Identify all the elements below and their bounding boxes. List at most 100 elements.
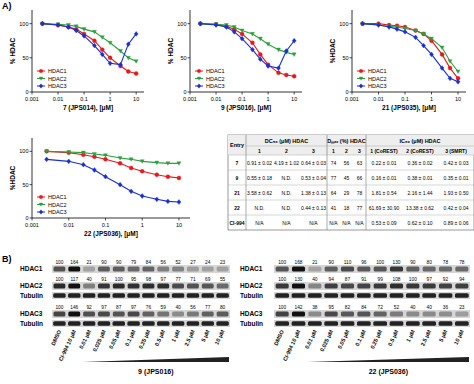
- blot-row-label: Tubulin: [20, 292, 43, 299]
- data-point: [92, 168, 96, 173]
- band-value: 87: [345, 277, 351, 282]
- table-subheader: 3 (SMRT): [445, 148, 467, 154]
- table-cell: 1.93 ± 0.50: [444, 190, 469, 196]
- data-point: [448, 76, 452, 81]
- band-value: 168: [294, 260, 302, 265]
- table-cell: 3.58 ± 0.62: [247, 190, 272, 196]
- x-tick-label: 10: [455, 96, 461, 102]
- data-point: [361, 21, 365, 26]
- dose-triangle: [308, 357, 469, 362]
- data-point: [140, 160, 144, 164]
- x-tick-label: 0.001: [25, 96, 39, 102]
- data-point: [155, 161, 159, 165]
- lane-label: 10 μM: [213, 329, 225, 346]
- data-point: [82, 34, 86, 39]
- data-point: [292, 38, 296, 43]
- data-point: [118, 62, 122, 67]
- data-point: [250, 32, 254, 36]
- lane-label: 0.1 μM: [124, 329, 137, 347]
- data-point: [240, 36, 244, 41]
- blot-band: [98, 284, 110, 289]
- data-point: [422, 32, 426, 36]
- lane-label: 0.025 μM: [92, 329, 107, 353]
- band-value: 130: [294, 277, 302, 282]
- band-value: 52: [394, 305, 400, 310]
- table-rule: [228, 155, 474, 156]
- series-line: [363, 24, 458, 72]
- data-point: [45, 150, 49, 154]
- band-value: 59: [161, 305, 167, 310]
- tubulin-band: [157, 321, 169, 326]
- blot-band: [357, 312, 370, 317]
- x-tick: [178, 218, 179, 221]
- blot-band: [83, 284, 95, 289]
- lane-label: 0.01 μM: [304, 329, 318, 350]
- table-cell: 56: [344, 160, 350, 166]
- blot-strip: [274, 265, 470, 273]
- lane-label: 0.05 μM: [336, 329, 350, 350]
- x-tick-label: 0.1: [80, 96, 88, 102]
- band-value: 80: [220, 305, 226, 310]
- band-value: 84: [361, 305, 367, 310]
- y-axis-label: %HDAC: [9, 165, 16, 190]
- data-point: [250, 47, 254, 52]
- plot-area: [40, 21, 138, 75]
- table-subheader: 2: [345, 148, 348, 154]
- x-tick: [294, 92, 295, 95]
- table-cell: 29: [344, 190, 350, 196]
- blot-band: [308, 267, 321, 272]
- lane-label: DMSO: [273, 328, 286, 346]
- table-cell: 0.62 ± 0.10: [408, 220, 433, 226]
- lane-label: 1 μM: [405, 329, 416, 343]
- x-tick-label: 0.01: [373, 96, 384, 102]
- data-point: [103, 174, 107, 179]
- blot-row-label: HDAC2: [240, 282, 263, 289]
- table-cell: 0.53 ± 0.09: [372, 220, 397, 226]
- band-value: 78: [459, 260, 465, 265]
- x-tick-label: 1: [109, 96, 112, 102]
- table-cell: N/A: [309, 220, 318, 226]
- legend-marker: [359, 84, 363, 88]
- table-cell: 4.19 ± 1.02: [274, 160, 299, 166]
- blot-band: [68, 312, 80, 317]
- blot-strip: [274, 310, 470, 318]
- blot-band: [53, 267, 65, 272]
- table-cell: 13.38 ± 0.62: [406, 205, 434, 211]
- y-tick-label: 100: [19, 21, 28, 27]
- x-tick: [405, 92, 406, 95]
- data-point: [232, 25, 236, 29]
- band-value: 77: [175, 277, 181, 282]
- tubulin-band: [172, 321, 184, 326]
- tubulin-band: [341, 293, 355, 298]
- band-value: 78: [443, 260, 449, 265]
- tubulin-band: [98, 293, 110, 298]
- legend-label: HDAC2: [206, 76, 225, 82]
- blot-band: [406, 284, 419, 289]
- tubulin-band: [202, 321, 214, 326]
- x-axis: [352, 92, 466, 93]
- blot-band: [142, 267, 154, 272]
- legend-label: HDAC2: [368, 76, 387, 82]
- y-tick-label: 100: [177, 21, 186, 27]
- data-point: [100, 36, 104, 40]
- lane-label: 0.1 μM: [354, 329, 367, 347]
- x-tick: [68, 218, 69, 221]
- blot-band: [202, 312, 214, 317]
- legend-label: HDAC1: [48, 68, 67, 74]
- x-tick: [190, 92, 191, 95]
- blot-band: [325, 284, 338, 289]
- table-rule: [246, 146, 474, 147]
- blot: HDAC110016821901109610013090807878HDAC21…: [240, 260, 470, 376]
- table-cell: 63: [357, 160, 363, 166]
- blot-row-label: Tubulin: [240, 292, 263, 299]
- band-value: 56: [161, 260, 167, 265]
- data-point: [403, 29, 407, 34]
- blot-band: [374, 312, 387, 317]
- blot-band: [455, 284, 468, 289]
- lane-label: CI-994 10 μM: [58, 329, 78, 362]
- y-tick-label: 0: [345, 89, 348, 95]
- table-cell: 9: [236, 175, 239, 181]
- series-line: [200, 24, 294, 77]
- y-tick-label: 50: [22, 55, 28, 61]
- table-cell: N/A: [282, 220, 291, 226]
